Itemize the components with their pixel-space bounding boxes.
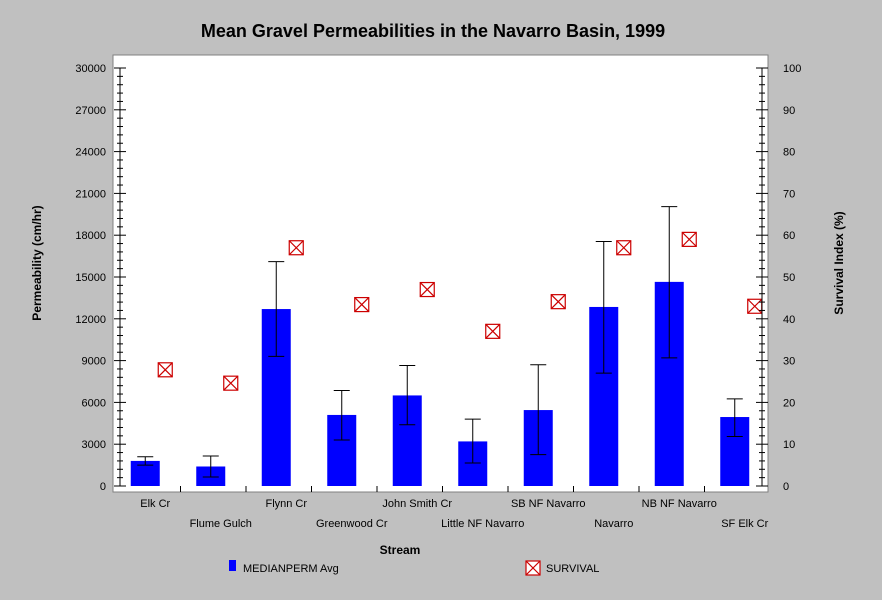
y-axis-label: Permeability (cm/hr) [30,205,44,320]
x-category-label: Elk Cr [140,498,170,510]
x-category-label: SB NF Navarro [511,498,586,510]
x-category-label: Navarro [594,518,633,530]
marker-cross [485,323,501,339]
legend-bar-label: MEDIANPERM Avg [243,563,339,575]
x-category-label: Flynn Cr [265,498,307,510]
x-category-label: Greenwood Cr [316,518,388,530]
y2-tick-label: 50 [783,272,795,284]
y2-tick-label: 60 [783,230,795,242]
legend-marker-label: SURVIVAL [546,563,599,575]
y-tick-label: 30000 [75,63,106,75]
y2-tick-label: 0 [783,481,789,493]
survival-marker [747,298,763,314]
x-category-label: NB NF Navarro [642,498,717,510]
marker-cross [288,240,304,256]
legend-bar-swatch [229,560,236,571]
y2-tick-label: 20 [783,397,795,409]
survival-marker [419,281,435,298]
y2-tick-label: 70 [783,188,795,200]
y-tick-label: 15000 [75,272,106,284]
y2-tick-label: 10 [783,439,795,451]
axes-layer: 0 3000 6000 9000 12000 15000 18000 21000 24000 27… [75,63,801,530]
y2-tick-label: 40 [783,314,795,326]
x-category-label: Flume Gulch [190,518,252,530]
y-tick-label: 27000 [75,105,106,117]
chart-title: Mean Gravel Permeabilities in the Navarr… [201,21,665,41]
legend-marker-cross [525,560,541,576]
marker-cross [681,231,697,247]
error-bars-layer [137,206,743,478]
y-tick-label: 24000 [75,147,106,159]
y-tick-label: 9000 [82,356,106,368]
survival-marker [485,323,501,339]
survival-marker [157,362,173,378]
marker-cross [223,375,239,391]
marker-cross [354,297,370,313]
y-tick-label: 21000 [75,188,106,200]
y-tick-label: 6000 [82,397,106,409]
legend: MEDIANPERM Avg SURVIVAL [229,560,599,576]
y2-tick-label: 90 [783,105,795,117]
y-tick-label: 3000 [82,439,106,451]
x-category-label: SF Elk Cr [721,518,768,530]
marker-cross [157,362,173,378]
y2-axis-label: Survival Index (%) [832,211,846,314]
y2-tick-label: 80 [783,147,795,159]
survival-marker [223,375,239,391]
survival-markers-layer [157,231,763,391]
survival-marker [681,231,697,247]
marker-cross [550,294,566,310]
survival-marker [354,296,370,313]
x-category-label: Little NF Navarro [441,518,524,530]
survival-marker [616,240,632,256]
survival-marker [288,240,304,256]
x-axis-label: Stream [380,543,421,557]
y-tick-label: 12000 [75,314,106,326]
survival-marker [550,294,566,310]
y2-tick-label: 100 [783,63,801,75]
y2-tick-label: 30 [783,356,795,368]
marker-cross [419,282,435,297]
y-tick-label: 18000 [75,230,106,242]
x-category-label: John Smith Cr [382,498,452,510]
marker-cross [616,240,632,256]
y-tick-label: 0 [100,481,106,493]
